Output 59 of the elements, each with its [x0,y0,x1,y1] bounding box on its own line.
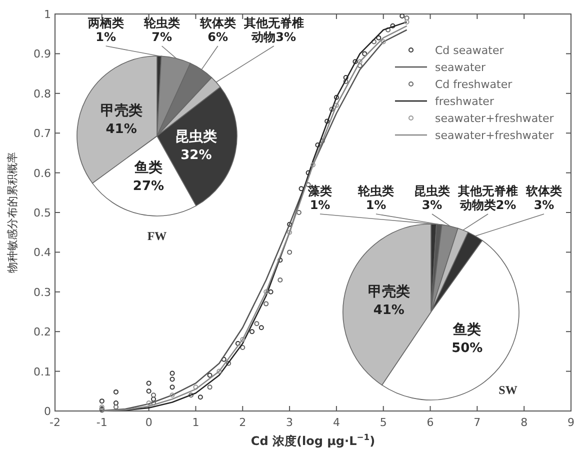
data-label: 32% [180,148,212,163]
data-label: 3% [422,198,442,212]
slice-label: 其他无脊椎动物类2% [457,184,518,212]
x-tick-label: -2 [50,416,60,429]
data-label: 27% [132,179,164,194]
y-axis-title: 物种敏感分布的累积概率 [6,152,19,273]
x-tick-label: 6 [426,416,434,429]
x-tick-label: 4 [332,416,340,429]
legend-label: Cd freshwater [435,78,513,91]
x-tick-label: 7 [474,416,481,429]
x-tick-label: 2 [239,416,246,429]
slice-label: 软体类 [525,184,562,198]
x-tick-label: 8 [520,416,528,429]
x-tick-label: 0 [145,416,152,429]
x-tick-label: 9 [568,416,574,429]
text: SW [498,383,518,397]
x-tick-label: 3 [286,416,294,429]
data-label: 7% [152,30,172,44]
x-axis-title: Cd 浓度(log μg·L$^{−1}$) [250,432,376,448]
y-tick-label: 0.2 [34,326,51,339]
data-label: 1% [96,30,116,44]
y-tick-label: 0.3 [34,286,51,299]
slice-label: 甲壳类 [100,102,142,119]
slice-label: 轮虫类 [142,16,180,30]
data-label: 1% [366,198,386,212]
x-tick-label: 1 [192,416,200,429]
y-tick-label: 0.1 [34,365,51,378]
legend-label: Cd seawater [435,44,504,57]
slice-label: 软体类 [198,16,236,30]
legend-label: seawater [435,61,486,74]
slice-label: 两栖类 [86,16,124,30]
data-label: 41% [373,303,404,318]
y-tick-label: 1 [44,8,51,21]
slice-label: 鱼类 [452,322,482,338]
slice-label: 轮虫类 [357,184,394,198]
y-tick-label: 0.5 [34,206,51,220]
y-tick-label: 0 [44,405,51,418]
legend-label: seawater+freshwater [435,129,554,142]
legend-label: freshwater [435,95,494,108]
slice-label: 其他无脊椎动物3% [242,16,304,44]
data-label: 1% [310,198,330,212]
y-tick-label: 0.7 [34,127,51,140]
y-tick-label: 0.8 [34,87,51,100]
slice-label: 昆虫类 [414,184,450,198]
data-label: 50% [452,341,483,356]
slice-label: 鱼类 [133,160,162,176]
legend-label: seawater+freshwater [435,112,554,125]
y-tick-label: 0.4 [34,246,51,260]
y-tick-label: 0.9 [34,48,51,61]
data-label: 6% [208,30,228,44]
data-label: 3% [534,198,554,212]
text: FW [147,229,167,243]
slice-label: 藻类 [307,184,332,198]
slice-label: 昆虫类 [175,129,218,145]
y-tick-label: 0.6 [34,166,51,180]
x-tick-label: -1 [96,416,108,429]
slice-label: 甲壳类 [368,284,410,300]
x-tick-label: 5 [380,416,387,429]
data-label: 41% [106,122,137,137]
